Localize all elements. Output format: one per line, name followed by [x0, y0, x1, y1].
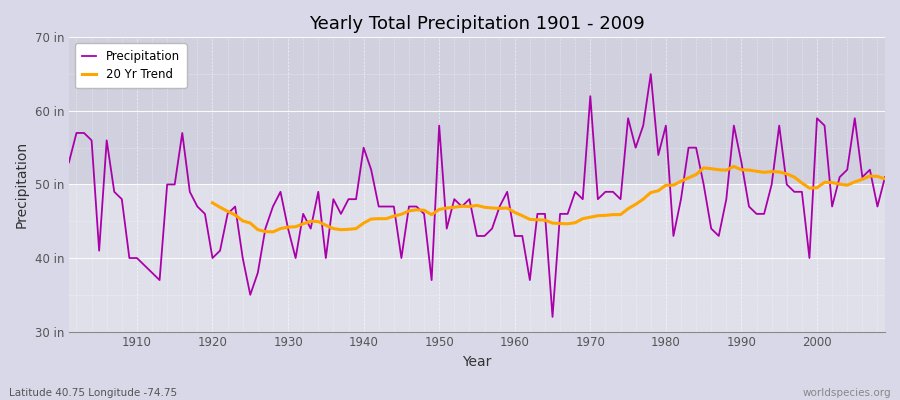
Bar	[69, 37, 885, 184]
20 Yr Trend	[879, 176, 890, 181]
Precipitation	[645, 72, 656, 76]
Precipitation	[502, 190, 513, 194]
Title: Yearly Total Precipitation 1901 - 2009: Yearly Total Precipitation 1901 - 2009	[309, 15, 644, 33]
Precipitation	[879, 175, 890, 180]
X-axis label: Year: Year	[463, 355, 491, 369]
20 Yr Trend	[865, 174, 876, 178]
Text: worldspecies.org: worldspecies.org	[803, 388, 891, 398]
Precipitation	[290, 256, 301, 260]
20 Yr Trend	[267, 230, 278, 234]
Line: Precipitation: Precipitation	[69, 74, 885, 317]
20 Yr Trend	[207, 200, 218, 205]
20 Yr Trend	[305, 219, 316, 224]
20 Yr Trend	[781, 171, 792, 176]
Precipitation	[64, 160, 75, 165]
Precipitation	[608, 190, 618, 194]
Bar	[69, 184, 885, 332]
Y-axis label: Precipitation: Precipitation	[15, 141, 29, 228]
20 Yr Trend	[418, 208, 429, 213]
Precipitation	[547, 314, 558, 319]
Precipitation	[336, 212, 346, 216]
Precipitation	[509, 234, 520, 238]
Text: Latitude 40.75 Longitude -74.75: Latitude 40.75 Longitude -74.75	[9, 388, 177, 398]
Precipitation	[124, 256, 135, 260]
20 Yr Trend	[728, 164, 739, 169]
20 Yr Trend	[796, 180, 807, 185]
Legend: Precipitation, 20 Yr Trend: Precipitation, 20 Yr Trend	[75, 43, 186, 88]
Line: 20 Yr Trend: 20 Yr Trend	[212, 166, 885, 232]
20 Yr Trend	[683, 176, 694, 180]
